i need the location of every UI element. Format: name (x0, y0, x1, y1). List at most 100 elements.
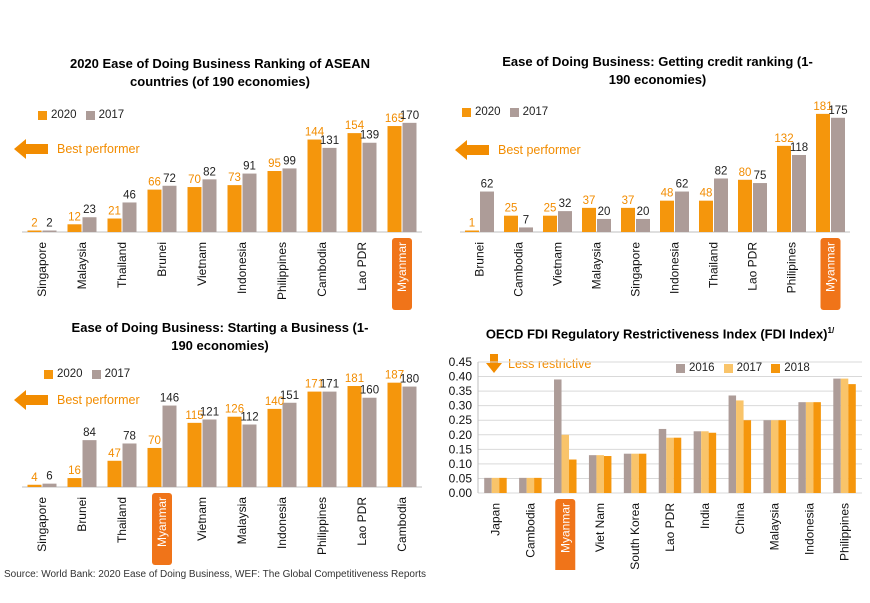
bar-2017 (596, 455, 604, 493)
title-footnote: 1/ (827, 326, 835, 335)
category-label: Vietnam (195, 497, 209, 541)
data-label-2020: 144 (305, 127, 325, 139)
bar-2016 (554, 379, 562, 493)
data-label-2020: 2 (31, 218, 37, 230)
bar-2020 (307, 139, 322, 232)
bar-2018 (848, 384, 856, 493)
bar-2020 (147, 189, 162, 232)
data-label-2017: 91 (243, 161, 256, 173)
data-label-2017: 20 (637, 206, 650, 218)
y-tick-label: 0.15 (449, 442, 473, 456)
chart-title-wrap: OECD FDI Regulatory Restrictiveness Inde… (460, 322, 860, 343)
category-label: Philippines (275, 242, 289, 300)
data-label-2017: 118 (790, 142, 808, 154)
bar-2016 (484, 477, 492, 493)
data-label-2020: 154 (345, 120, 365, 132)
category-label: Indonesia (803, 503, 817, 555)
y-tick-label: 0.40 (449, 370, 473, 384)
bar-2017 (202, 419, 217, 487)
source-note: Source: World Bank: 2020 Ease of Doing B… (4, 569, 427, 580)
highlight-box (152, 493, 172, 565)
legend-2017: 2017 (522, 106, 549, 118)
y-tick-label: 0.30 (449, 399, 473, 413)
data-label-2020: 48 (700, 188, 713, 200)
data-label-2020: 66 (148, 177, 161, 189)
bar-2020 (387, 126, 402, 232)
bar-2017 (840, 378, 849, 493)
data-label-2020: 171 (305, 379, 324, 391)
category-label: Myanmar (155, 497, 169, 547)
data-label-2020: 80 (739, 167, 752, 179)
data-label-2020: 25 (544, 203, 557, 215)
bar-2020 (347, 386, 362, 487)
category-label: Brunei (473, 242, 487, 277)
bar-2017 (831, 117, 845, 232)
bar-2020 (267, 408, 282, 487)
chart-legend: 2020 2017 (462, 106, 557, 118)
category-label: Singapore (35, 242, 49, 297)
data-label-2017: 23 (83, 204, 96, 216)
data-label-2017: 180 (400, 374, 419, 386)
category-label: Philippines (838, 503, 852, 561)
bar-2017 (402, 386, 417, 487)
bar-2017 (597, 218, 611, 232)
bar-2020 (227, 185, 242, 232)
arrow-left-icon (14, 139, 26, 159)
legend-2017: 2017 (98, 109, 125, 121)
data-label-2020: 12 (68, 211, 81, 223)
chart-title: 2020 Ease of Doing Business Ranking of A… (69, 56, 371, 89)
data-label-2020: 181 (813, 101, 832, 113)
chart-title: OECD FDI Regulatory Restrictiveness Inde… (485, 326, 828, 342)
chart-panel-credit: Ease of Doing Business: Getting credit r… (440, 0, 870, 310)
data-label-2017: 139 (360, 130, 379, 142)
bar-2017 (282, 168, 297, 232)
bar-2016 (519, 477, 527, 493)
bar-2017 (122, 202, 137, 232)
data-label-2017: 82 (715, 165, 728, 177)
legend-2020: 2020 (51, 109, 77, 121)
data-label-2020: 4 (31, 472, 38, 484)
data-label-2017: 62 (676, 179, 689, 191)
category-label: Malaysia (590, 242, 604, 290)
y-tick-label: 0.05 (449, 471, 473, 485)
category-label: Japan (488, 503, 502, 536)
category-label: Indonesia (668, 242, 682, 294)
category-label: China (733, 503, 747, 535)
bar-2020 (660, 200, 674, 232)
data-label-2017: 46 (123, 189, 136, 201)
bar-2017 (714, 178, 728, 232)
bar-2017 (242, 173, 257, 232)
legend-2016: 2016 (689, 362, 715, 374)
category-label: Malaysia (768, 503, 782, 551)
data-label-2017: 62 (481, 179, 494, 191)
bar-2017 (805, 402, 814, 493)
y-tick-label: 0.10 (449, 457, 473, 471)
less-restrictive-note: Less restrictive (486, 354, 591, 374)
category-label: India (698, 503, 712, 529)
legend-2017: 2017 (104, 368, 131, 380)
bar-2017 (202, 179, 217, 232)
bar-2017 (480, 191, 494, 232)
data-label-2020: 1 (469, 218, 475, 230)
bar-2020 (347, 133, 362, 232)
bar-2020 (543, 215, 557, 232)
data-label-2020: 70 (148, 435, 161, 447)
bar-2018 (499, 477, 507, 493)
bar-2017 (666, 437, 674, 493)
y-tick-label: 0.00 (449, 486, 473, 500)
arrow-left-icon (14, 390, 26, 410)
bar-2017 (282, 402, 297, 487)
bar-2017 (631, 453, 639, 493)
category-label: Cambodia (315, 242, 329, 297)
category-label: Singapore (629, 242, 643, 297)
bar-2020 (777, 145, 791, 232)
data-label-2020: 187 (385, 370, 404, 382)
best-performer-label: Best performer (57, 393, 140, 407)
category-label: Cambodia (395, 497, 409, 552)
bar-2017 (736, 400, 744, 493)
data-label-2020: 95 (268, 158, 281, 170)
category-label: Vietnam (195, 242, 209, 286)
highlight-box (555, 499, 576, 570)
